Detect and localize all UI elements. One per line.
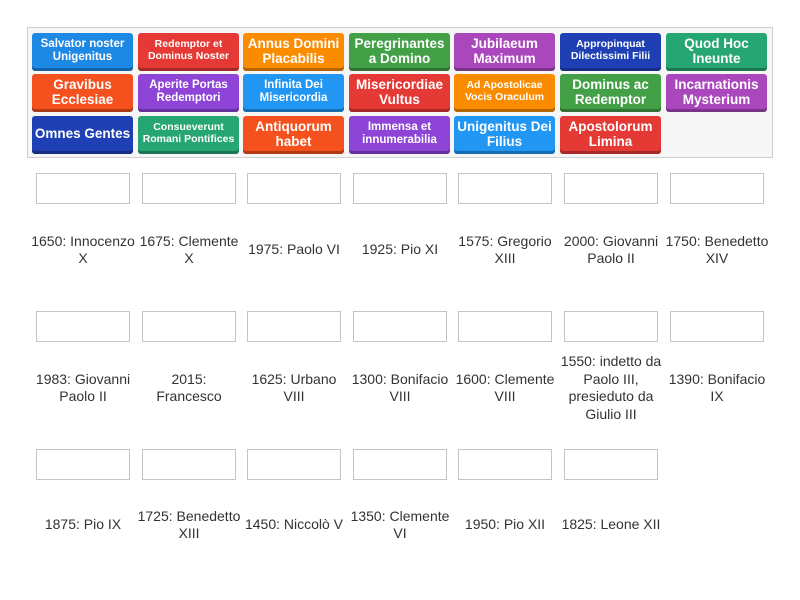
drop-zone[interactable] (142, 173, 236, 204)
drop-zone[interactable] (36, 173, 130, 204)
answer-label: 1390: Bonifacio IX (668, 370, 766, 405)
drop-zone[interactable] (564, 449, 658, 480)
drop-zone[interactable] (142, 311, 236, 342)
answer-label: 1650: Innocenzo X (31, 232, 135, 267)
drop-zone[interactable] (458, 449, 552, 480)
drop-zone[interactable] (670, 173, 764, 204)
answer-label: 1983: Giovanni Paolo II (35, 370, 131, 405)
drop-zone[interactable] (36, 449, 130, 480)
drop-zone[interactable] (353, 311, 447, 342)
answer-label: 2015: Francesco (156, 370, 222, 405)
answer-label: 1975: Paolo VI (248, 241, 340, 258)
draggable-tile[interactable]: Appropinquat Dilectissimi Filii (560, 33, 661, 71)
answer-label: 1350: Clemente VI (350, 507, 450, 542)
answer-label: 1550: indetto da Paolo III, presieduto d… (560, 353, 662, 422)
drop-zone[interactable] (247, 173, 341, 204)
draggable-tile[interactable]: Apostolorum Limina (560, 116, 661, 154)
drop-zone[interactable] (458, 173, 552, 204)
draggable-tile[interactable]: Gravibus Ecclesiae (32, 74, 133, 112)
draggable-tile[interactable]: Quod Hoc Ineunte (666, 33, 767, 71)
drop-zone[interactable] (247, 311, 341, 342)
draggable-tile[interactable]: Immensa et innumerabilia (349, 116, 450, 154)
answer-label: 1300: Bonifacio VIII (351, 370, 449, 405)
draggable-tile[interactable]: Omnes Gentes (32, 116, 133, 154)
answer-label: 1750: Benedetto XIV (665, 232, 769, 267)
draggable-tile[interactable]: Jubilaeum Maximum (454, 33, 555, 71)
drop-zone[interactable] (458, 311, 552, 342)
answer-label: 1575: Gregorio XIII (458, 232, 552, 267)
draggable-tile[interactable]: Ad Apostolicae Vocis Oraculum (454, 74, 555, 112)
drop-zone[interactable] (353, 173, 447, 204)
answer-label: 1950: Pio XII (464, 516, 546, 533)
drop-zone[interactable] (36, 311, 130, 342)
answer-label: 1600: Clemente VIII (455, 370, 555, 405)
answer-label: 2000: Giovanni Paolo II (563, 232, 659, 267)
drop-zone[interactable] (353, 449, 447, 480)
answer-label: 1825: Leone XII (561, 516, 661, 533)
draggable-tile[interactable]: Salvator noster Unigenitus (32, 33, 133, 71)
answer-label: 1725: Benedetto XIII (137, 507, 241, 542)
draggable-tile[interactable]: Consueverunt Romani Pontifices (138, 116, 239, 154)
draggable-tile[interactable]: Misericordiae Vultus (349, 74, 450, 112)
answer-label: 1625: Urbano VIII (251, 370, 337, 405)
draggable-tile[interactable]: Infinita Dei Misericordia (243, 74, 344, 112)
answer-label: 1450: Niccolò V (244, 516, 344, 533)
draggable-tile[interactable]: Antiquorum habet (243, 116, 344, 154)
draggable-tile[interactable]: Annus Domini Placabilis (243, 33, 344, 71)
drop-zone[interactable] (564, 311, 658, 342)
draggable-tile[interactable]: Unigenitus Dei Filius (454, 116, 555, 154)
answer-label: 1675: Clemente X (139, 232, 239, 267)
drop-zone[interactable] (142, 449, 236, 480)
drop-zone[interactable] (670, 311, 764, 342)
draggable-tile[interactable]: Aperite Portas Redemptori (138, 74, 239, 112)
draggable-tile[interactable]: Dominus ac Redemptor (560, 74, 661, 112)
answer-label: 1875: Pio IX (44, 516, 122, 533)
draggable-tile[interactable]: Peregrinantes a Domino (349, 33, 450, 71)
draggable-tile[interactable]: Incarnationis Mysterium (666, 74, 767, 112)
answer-label: 1925: Pio XI (361, 241, 439, 258)
drop-zone[interactable] (564, 173, 658, 204)
drop-zone[interactable] (247, 449, 341, 480)
draggable-tile[interactable]: Redemptor et Dominus Noster (138, 33, 239, 71)
